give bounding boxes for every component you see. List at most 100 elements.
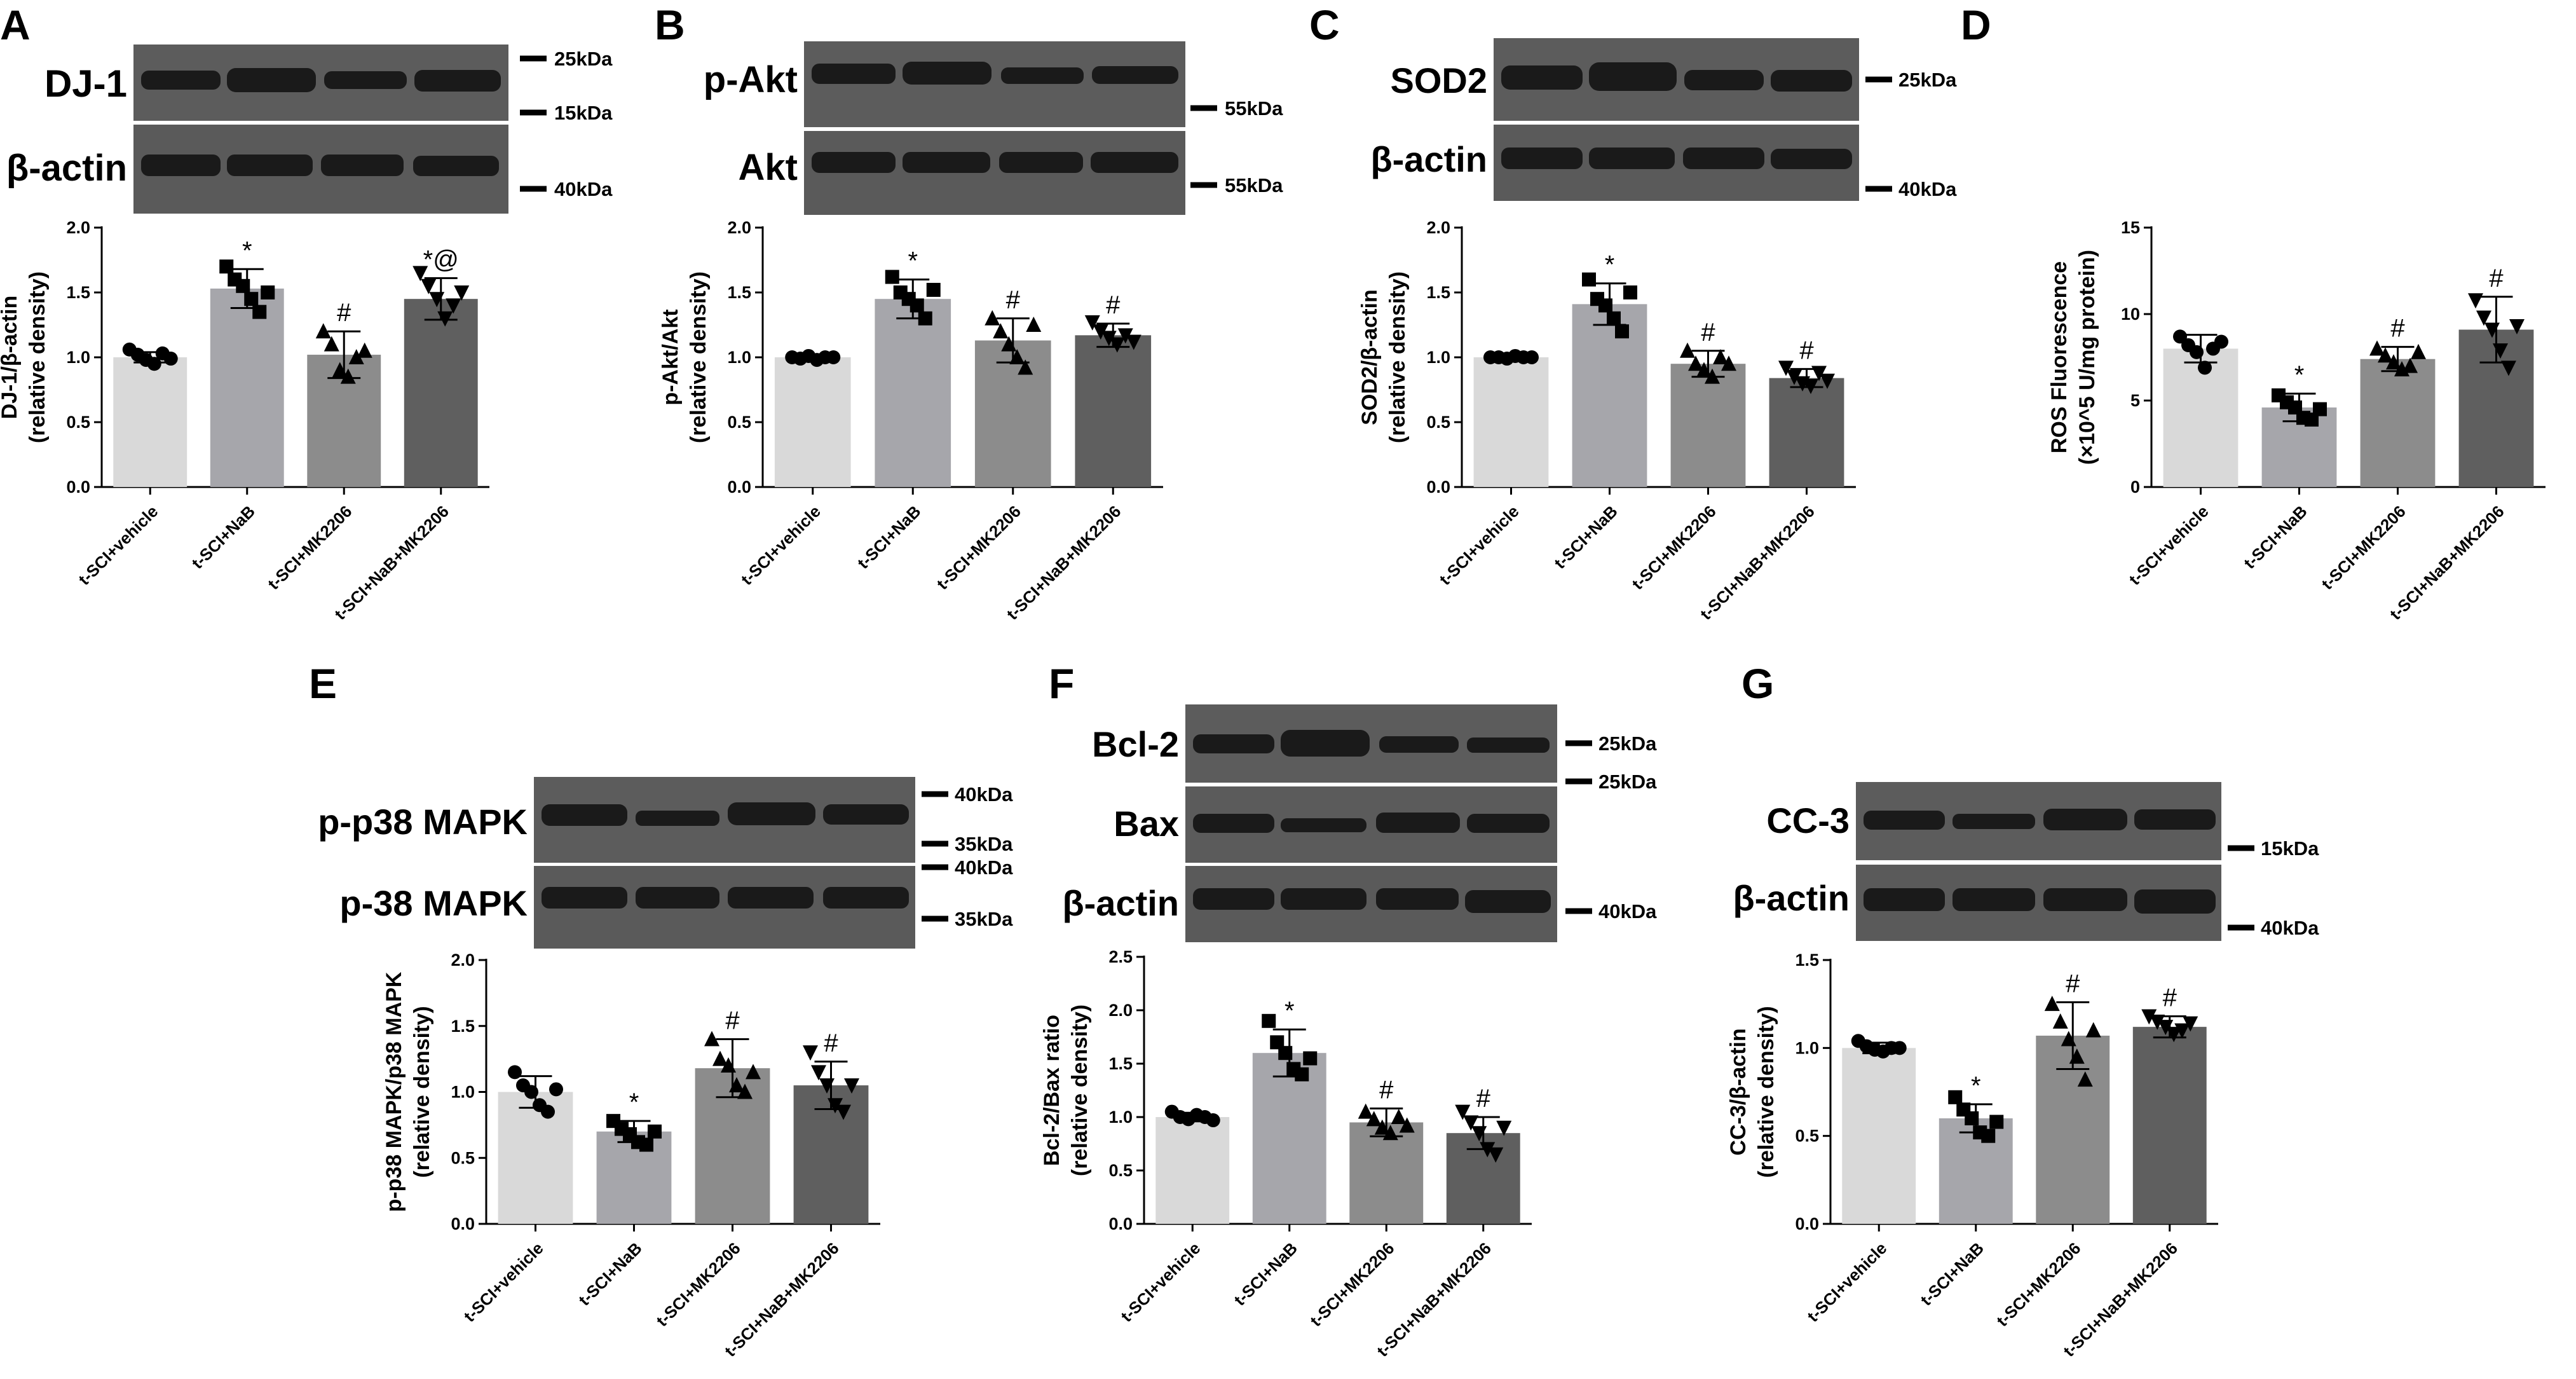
data-point: [1811, 366, 1827, 381]
data-point: [2411, 343, 2426, 359]
y-tick-label: 0.0: [1795, 1214, 1819, 1233]
blot-label-akt: Akt: [739, 147, 798, 188]
blot-label-pakt: p-Akt: [704, 59, 798, 100]
chart-f: 0.0 0.5 1.0 1.5 2.0 2.5 Bcl-2/Bax ratio (relati…: [1040, 947, 1532, 1361]
y-tick-label: 0.5: [1108, 1161, 1133, 1180]
significance-mark: #: [1476, 1085, 1491, 1113]
y-tick-label: 0.5: [727, 413, 751, 432]
data-point: [1399, 1117, 1415, 1133]
blot-band: [1193, 888, 1274, 910]
y-tick-label: 10: [2121, 305, 2140, 324]
data-point: [1688, 355, 1703, 371]
significance-mark: *: [1285, 997, 1295, 1025]
data-point: [1892, 1041, 1907, 1055]
data-point: [421, 278, 437, 294]
data-point: [541, 1104, 555, 1119]
y-axis-label: (relative density): [686, 271, 711, 443]
y-axis-label: (relative density): [1068, 1005, 1092, 1176]
data-point: [1093, 324, 1108, 340]
data-point: [2077, 1071, 2093, 1087]
data-point: [1278, 1046, 1293, 1060]
blot-band: [1465, 890, 1551, 913]
blot-band: [1193, 734, 1274, 753]
blot-band: [1376, 888, 1459, 910]
significance-mark: #: [824, 1029, 838, 1057]
blot-band: [1771, 149, 1852, 169]
data-point: [2061, 1031, 2076, 1046]
y-tick-label: 0: [2130, 477, 2140, 497]
data-point: [147, 357, 161, 371]
data-point: [1615, 324, 1629, 339]
marker-40kda: 40kDa: [955, 856, 1013, 879]
significance-mark: #: [2489, 264, 2504, 292]
blot-band: [636, 887, 719, 909]
chart-b: 0.0 0.5 1.0 1.5 2.0 p-Akt/Akt (relative densit…: [658, 218, 1163, 624]
blot-band: [2134, 889, 2216, 914]
blot-band: [542, 804, 627, 826]
x-tick-label: t-SCI+vehicle: [2125, 502, 2212, 589]
data-point: [844, 1078, 859, 1094]
y-tick-label: 0.5: [451, 1148, 475, 1167]
data-point: [2044, 996, 2060, 1012]
significance-mark: *: [1971, 1072, 1981, 1100]
data-point: [163, 352, 178, 366]
chart-d: 0 5 10 15 ROS Fluorescence (×10^5 U/mg protei…: [2047, 218, 2545, 624]
data-point: [2468, 293, 2483, 309]
data-point: [836, 1104, 851, 1120]
x-tick-label: t-SCI+vehicle: [74, 502, 161, 589]
marker-25kda: 25kDa: [1598, 732, 1657, 755]
data-point: [1680, 342, 1695, 358]
marker-25kda: 25kDa: [1598, 771, 1657, 793]
blot-band: [321, 154, 404, 176]
blot-band: [1952, 814, 2035, 829]
blot-band: [324, 71, 407, 89]
blot-band: [1193, 814, 1274, 833]
significance-mark: #: [2390, 315, 2405, 343]
y-tick-label: 0.0: [1426, 477, 1450, 497]
y-axis-label: CC-3/β-actin: [1726, 1028, 1750, 1155]
data-point: [2166, 1027, 2182, 1043]
bar: [875, 299, 951, 487]
significance-mark: #: [1006, 286, 1021, 314]
bar: [498, 1092, 573, 1224]
x-tick-label: t-SCI+vehicle: [737, 502, 824, 589]
significance-mark: *: [1605, 251, 1615, 279]
bar: [1572, 304, 1647, 487]
blot-band: [636, 811, 719, 826]
data-point: [2509, 319, 2525, 335]
data-point: [324, 336, 339, 352]
panel-label-b: B: [655, 1, 685, 48]
data-point: [2183, 1016, 2198, 1032]
data-point: [508, 1065, 522, 1080]
bar: [1769, 378, 1844, 487]
blot-label-dj1: DJ-1: [44, 62, 127, 105]
y-tick-label: 0.5: [1795, 1127, 1819, 1146]
y-axis-label: (relative density): [1754, 1006, 1778, 1177]
chart-a: 0.0 0.5 1.0 1.5 2.0 DJ-1/β-actin (relative den…: [0, 218, 489, 624]
y-tick-label: 0.5: [66, 413, 90, 432]
blots-e: p-p38 MAPK p-38 MAPK 40kDa 35kDa 40kDa 3…: [318, 777, 1013, 949]
data-point: [2313, 402, 2327, 416]
data-point: [1117, 328, 1133, 344]
y-tick-label: 0.0: [451, 1214, 475, 1233]
blot-band: [1281, 730, 1370, 757]
blot-band: [812, 64, 896, 84]
blot-label-actin-g: β-actin: [1733, 878, 1850, 918]
blot-band: [903, 62, 992, 85]
bar: [974, 340, 1051, 487]
bar: [774, 357, 851, 487]
data-point: [1303, 1051, 1318, 1066]
data-point: [1778, 360, 1794, 376]
data-point: [1820, 373, 1835, 389]
data-point: [315, 323, 331, 339]
data-point: [2493, 343, 2508, 359]
blot-band: [1864, 811, 1945, 830]
data-point: [918, 311, 932, 326]
y-axis-label: DJ-1/β-actin: [0, 296, 22, 420]
panel-label-e: E: [309, 660, 337, 707]
data-point: [639, 1137, 653, 1152]
blot-band: [1281, 818, 1366, 832]
data-point: [446, 298, 461, 314]
data-point: [910, 298, 924, 313]
